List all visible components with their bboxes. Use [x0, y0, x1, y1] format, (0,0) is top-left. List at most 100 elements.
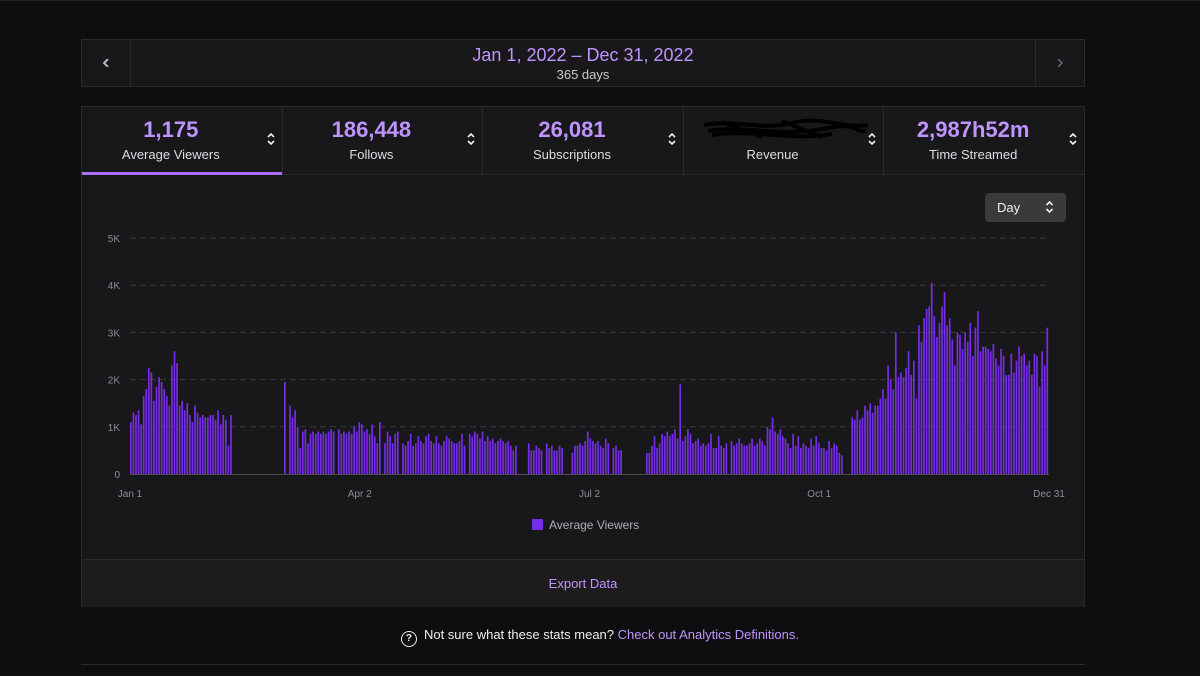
chart-bar — [689, 433, 692, 474]
chart-bar — [589, 438, 592, 474]
chart-bar — [748, 443, 751, 474]
stat-tab-subscriptions[interactable]: 26,081 Subscriptions — [483, 107, 684, 174]
chart-bar — [130, 422, 132, 474]
sort-arrows-icon — [267, 132, 275, 146]
chart-bar — [1033, 353, 1036, 474]
sort-arrows-icon — [467, 132, 475, 146]
chart-bar — [189, 415, 191, 474]
chart-bar — [420, 440, 422, 474]
chart-bar — [800, 448, 802, 474]
chart-bar — [178, 405, 181, 474]
stat-tab-time-streamed[interactable]: 2,987h52m Time Streamed — [884, 107, 1084, 174]
chart-bar — [838, 452, 841, 474]
chart-bar — [964, 332, 966, 474]
chart-bar — [468, 433, 471, 474]
chart-bar — [222, 415, 225, 474]
chart-bar — [733, 445, 735, 474]
chart-bar — [597, 440, 599, 474]
chart-bar — [463, 445, 466, 474]
stat-tab-revenue[interactable]: Revenue — [684, 107, 885, 174]
y-tick-label: 1K — [108, 423, 121, 434]
chart-bar — [681, 440, 684, 474]
chart-bar — [448, 438, 450, 474]
chart-bar — [753, 445, 756, 474]
chart-bar — [735, 443, 738, 474]
chart-bar — [337, 429, 340, 474]
date-range-bar: Jan 1, 2022 – Dec 31, 2022 365 days — [81, 39, 1085, 87]
chart-bar — [864, 405, 866, 474]
chart-bar — [432, 443, 435, 474]
stat-tab-follows[interactable]: 186,448 Follows — [283, 107, 484, 174]
chart-bar — [576, 445, 579, 474]
chart-bar — [805, 445, 807, 474]
chart-bar — [789, 448, 792, 474]
chart-bar — [687, 429, 689, 474]
chart-bar — [933, 315, 936, 474]
chart-bar — [366, 429, 368, 474]
chart-bar — [746, 445, 748, 474]
chart-bar — [219, 424, 222, 474]
chart-bar — [784, 438, 787, 474]
chart-bar — [989, 351, 992, 474]
chart-bar — [1028, 360, 1031, 474]
chart-bar — [615, 445, 617, 474]
chart-bar — [769, 429, 771, 474]
chart-bar — [440, 445, 443, 474]
chart-bar — [1018, 346, 1020, 474]
chart-bar — [294, 410, 296, 474]
chart-bar — [361, 424, 363, 474]
chart-bar — [725, 443, 728, 474]
chart-bar — [851, 417, 854, 474]
chart-bar — [910, 374, 913, 474]
x-tick-label: Jan 1 — [118, 489, 143, 500]
export-data-button[interactable]: Export Data — [82, 559, 1084, 607]
previous-period-button[interactable] — [82, 40, 131, 86]
chart-bar — [787, 443, 789, 474]
chart-bar — [212, 415, 214, 474]
analytics-definitions-link[interactable]: Check out Analytics Definitions. — [617, 627, 800, 642]
chart-bar — [1010, 353, 1013, 474]
chart-bar — [782, 436, 784, 474]
chart-bar — [841, 455, 843, 474]
chart-bar — [653, 436, 656, 474]
stat-tab-average-viewers[interactable]: 1,175 Average Viewers — [82, 107, 283, 175]
chart-bar — [797, 436, 800, 474]
chart-bar — [992, 344, 995, 474]
y-tick-label: 0 — [114, 470, 120, 481]
chart-bar — [461, 433, 463, 474]
analytics-panel: 1,175 Average Viewers 186,448 Follows 26… — [81, 106, 1085, 607]
chart-bar — [879, 398, 882, 474]
chart-bar — [666, 431, 669, 474]
chart-bar — [301, 431, 304, 474]
chart-bar — [710, 433, 712, 474]
chart-bar — [499, 438, 502, 474]
chart-bar — [730, 440, 733, 474]
chart-bar — [309, 433, 312, 474]
chart-bar — [476, 433, 479, 474]
chart-bar — [376, 443, 379, 474]
date-range-display[interactable]: Jan 1, 2022 – Dec 31, 2022 365 days — [131, 40, 1035, 86]
chart-bar — [512, 450, 515, 474]
chart-bar — [607, 443, 610, 474]
chart-bar — [330, 429, 332, 474]
x-tick-label: Jul 2 — [579, 489, 601, 500]
chart-bar — [692, 443, 694, 474]
chart-bar — [540, 450, 543, 474]
chart-bar — [722, 448, 725, 474]
chart-bar — [186, 403, 189, 474]
stat-label: Subscriptions — [532, 147, 611, 162]
granularity-select[interactable]: Day — [985, 193, 1066, 222]
chart-bar — [417, 436, 420, 474]
chart-bar — [987, 348, 990, 474]
chart-bar — [332, 431, 335, 474]
chart-bar — [147, 367, 150, 474]
chart-bar — [997, 365, 1000, 474]
chart-bar — [912, 360, 915, 474]
next-period-button[interactable] — [1035, 40, 1084, 86]
chart-bar — [679, 384, 682, 474]
chart-bar — [553, 450, 556, 474]
chart-bar — [1002, 356, 1005, 474]
chart-bar — [561, 448, 563, 474]
chart-bar — [918, 325, 920, 474]
chart-bar — [209, 415, 212, 474]
